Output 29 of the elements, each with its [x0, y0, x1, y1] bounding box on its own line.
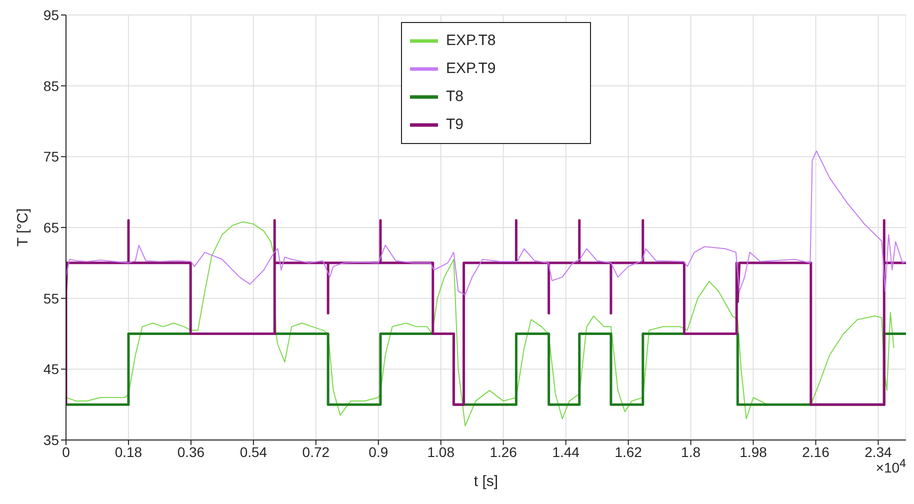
legend-label: EXP.T8 [446, 32, 496, 50]
legend-label: T8 [446, 88, 464, 106]
x-tick-label: 0.18 [114, 444, 142, 460]
y-tick-label: 65 [43, 219, 60, 236]
y-tick-label: 55 [43, 290, 60, 306]
x-tick-label: 0.54 [240, 444, 268, 460]
x-tick-label: 1.62 [614, 444, 642, 460]
legend-label: T9 [446, 116, 464, 134]
y-tick-label: 35 [43, 432, 60, 448]
x-tick-label: 1.26 [490, 444, 518, 460]
x-tick-label: 1.44 [552, 444, 580, 460]
x-tick-label: 2.16 [802, 444, 830, 460]
x-axis-title: t [s] [474, 473, 498, 490]
x-tick-label: 1.08 [427, 444, 455, 460]
y-tick-label: 85 [43, 78, 60, 94]
x-tick-label: 0.72 [302, 444, 330, 460]
x-tick-label: 0.9 [368, 444, 388, 460]
y-axis-title: T [°C] [14, 208, 32, 247]
x-tick-label: 2.34 [864, 444, 892, 460]
axis-multiplier: ×10$^{4}$ [876, 457, 906, 476]
y-tick-label: 45 [43, 361, 60, 378]
line-series [66, 150, 906, 296]
y-tick-label: 95 [43, 6, 60, 23]
y-tick-label: 75 [43, 148, 60, 165]
x-tick-label: 1.8 [681, 444, 701, 460]
x-tick-label: 0.36 [177, 444, 205, 460]
x-tick-label: 1.98 [740, 444, 768, 460]
x-tick-label: 0 [62, 444, 70, 460]
legend-label: EXP.T9 [446, 60, 496, 78]
